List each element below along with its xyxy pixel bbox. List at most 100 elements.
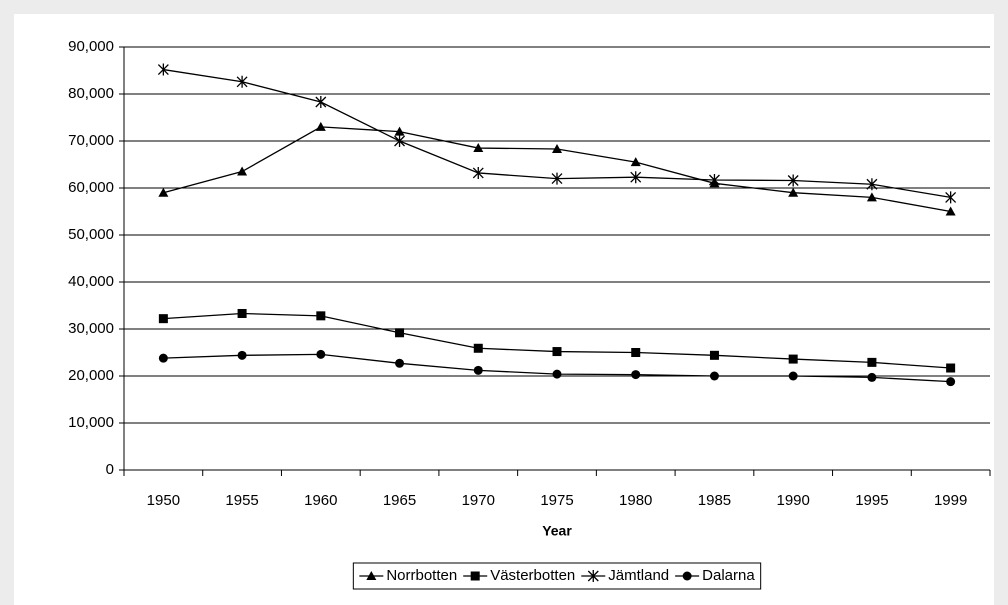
marker-shape (709, 371, 719, 381)
marker-shape (237, 166, 248, 176)
marker-shape (631, 348, 641, 357)
x-tick-label: 1990 (776, 492, 809, 509)
data-point (945, 206, 956, 216)
marker-shape (682, 571, 692, 581)
marker-shape (157, 63, 169, 76)
marker-shape (316, 311, 326, 321)
marker-shape (945, 191, 957, 204)
marker-shape (394, 126, 405, 136)
data-point (237, 166, 248, 176)
data-point (552, 347, 562, 357)
legend-label: Västerbotten (490, 567, 575, 584)
marker-shape (237, 350, 247, 360)
data-point (946, 377, 956, 387)
data-point (236, 75, 248, 88)
marker-shape (787, 174, 799, 187)
marker-shape (587, 570, 599, 582)
data-point (158, 353, 168, 363)
marker-shape (237, 308, 247, 318)
legend-marker (587, 570, 599, 582)
marker-shape (551, 172, 563, 185)
marker-shape (552, 347, 562, 357)
legend-item: Norrbotten (359, 567, 457, 584)
data-point (631, 348, 641, 357)
data-point (237, 350, 247, 360)
data-point (867, 357, 877, 367)
data-point (788, 354, 798, 364)
marker-shape (315, 95, 327, 108)
data-point (473, 143, 484, 153)
data-point (630, 157, 641, 167)
data-point (631, 370, 641, 380)
data-point (867, 372, 877, 382)
data-point (158, 314, 168, 324)
legend-item: Västerbotten (463, 567, 575, 584)
x-axis-title: Year (542, 523, 572, 539)
marker-shape (788, 354, 798, 364)
data-point (237, 308, 247, 318)
legend-marker (366, 571, 377, 580)
data-point (708, 174, 720, 187)
marker-shape (158, 187, 169, 197)
y-tick-label: 10,000 (68, 414, 114, 431)
y-tick-label: 70,000 (68, 132, 114, 149)
marker-shape (552, 143, 562, 153)
x-tick-label: 1960 (304, 492, 337, 509)
data-point (552, 143, 562, 153)
marker-shape (945, 206, 956, 216)
marker-shape (867, 357, 877, 367)
data-point (866, 178, 878, 191)
data-point (709, 371, 719, 381)
x-tick-label: 1970 (462, 492, 495, 509)
marker-shape (631, 370, 641, 380)
data-point (316, 311, 326, 321)
data-point (315, 121, 326, 131)
marker-shape (395, 328, 405, 338)
marker-shape (946, 377, 956, 387)
marker-shape (946, 363, 956, 373)
data-point (315, 95, 327, 108)
legend-label: Jämtland (608, 567, 669, 584)
y-tick-label: 20,000 (68, 367, 114, 384)
y-tick-label: 30,000 (68, 320, 114, 337)
marker-shape (316, 349, 326, 359)
marker-shape (472, 166, 484, 179)
marker-shape (473, 343, 483, 353)
x-tick-label: 1950 (147, 492, 180, 509)
legend-label: Norrbotten (386, 567, 457, 584)
y-tick-label: 0 (106, 461, 114, 478)
legend-marker (470, 571, 480, 581)
data-point (158, 187, 169, 197)
data-point (788, 187, 799, 197)
y-tick-label: 50,000 (68, 226, 114, 243)
x-tick-label: 1985 (698, 492, 731, 509)
data-point (788, 371, 798, 381)
data-point (316, 349, 326, 359)
marker-shape (866, 178, 878, 191)
x-tick-label: 1975 (540, 492, 573, 509)
marker-shape (236, 75, 248, 88)
marker-shape (473, 143, 484, 153)
chart-panel (14, 14, 994, 605)
marker-shape (552, 369, 562, 379)
legend-label: Dalarna (702, 567, 755, 584)
marker-shape (366, 571, 377, 580)
marker-shape (470, 571, 480, 581)
x-tick-label: 1965 (383, 492, 416, 509)
data-point (866, 192, 877, 202)
marker-shape (158, 353, 168, 363)
marker-shape (158, 314, 168, 324)
data-point (552, 369, 562, 379)
data-point (394, 126, 405, 136)
marker-shape (394, 135, 406, 147)
y-tick-label: 80,000 (68, 85, 114, 102)
data-point (395, 328, 405, 338)
legend-item: Jämtland (581, 567, 669, 584)
data-point (473, 365, 483, 375)
x-tick-label: 1980 (619, 492, 652, 509)
x-tick-label: 1995 (855, 492, 888, 509)
data-point (787, 174, 799, 187)
marker-shape (708, 174, 720, 187)
